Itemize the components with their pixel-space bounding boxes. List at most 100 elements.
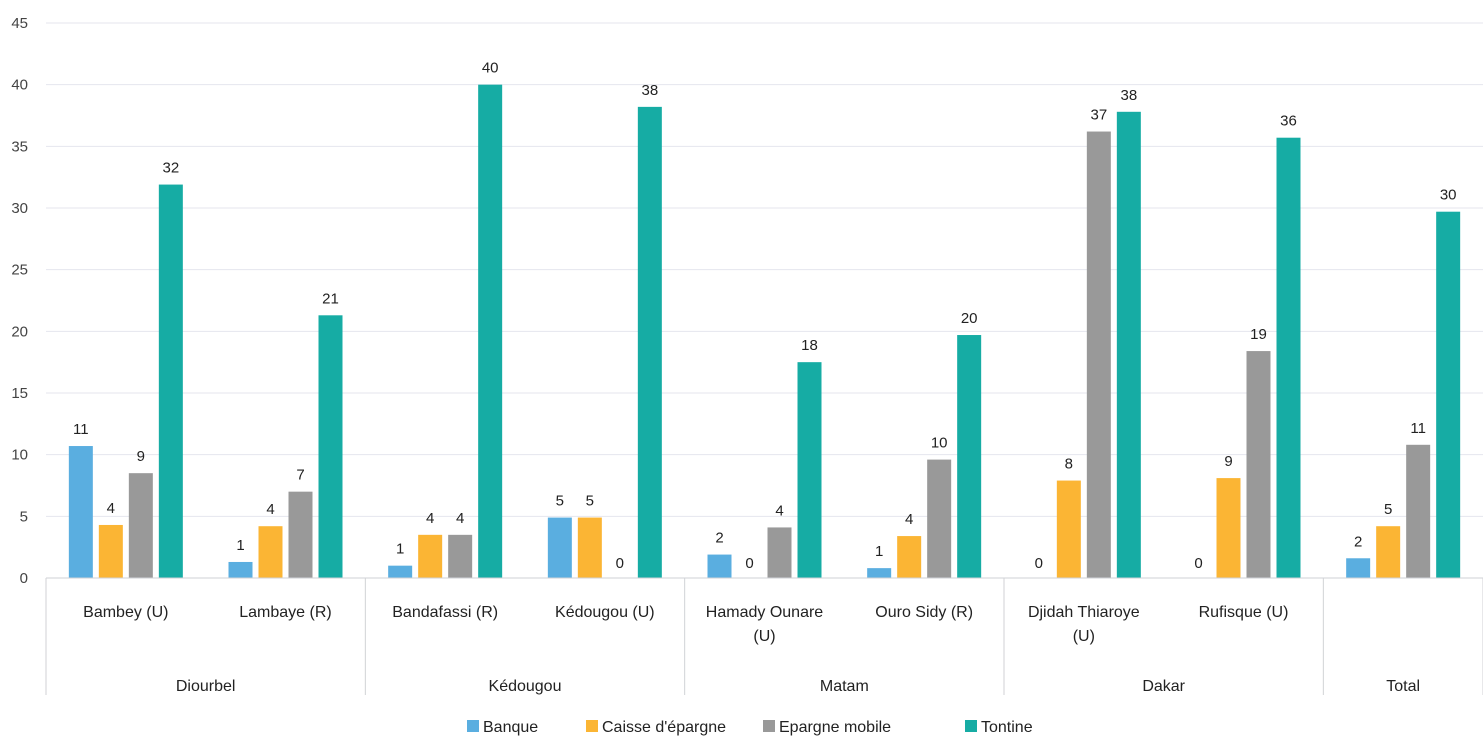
bar [1246, 351, 1271, 578]
data-label: 36 [1280, 113, 1297, 130]
y-tick-label: 35 [11, 138, 28, 155]
data-label: 9 [137, 448, 145, 465]
bar [1346, 558, 1371, 578]
data-label: 37 [1090, 107, 1107, 124]
category-label: Rufisque (U) [1199, 604, 1289, 621]
data-label: 9 [1224, 453, 1232, 470]
bar [867, 568, 892, 578]
data-label: 2 [715, 530, 723, 547]
data-label: 0 [616, 555, 624, 572]
data-label: 0 [1194, 555, 1202, 572]
data-label: 4 [266, 501, 274, 518]
x-axis: Bambey (U) Lambaye (R) Bandafassi (R) Kédou… [45, 577, 1483, 695]
data-label: 8 [1065, 456, 1073, 473]
legend-label: Epargne mobile [779, 719, 891, 736]
data-label: 7 [296, 467, 304, 484]
bar [767, 527, 792, 578]
data-label: 10 [931, 435, 948, 452]
bar [957, 335, 982, 578]
group-label: Kédougou [489, 678, 562, 695]
data-label: 0 [1035, 555, 1043, 572]
category-label: Kédougou (U) [555, 604, 655, 621]
data-label: 2 [1354, 533, 1362, 550]
data-label: 4 [426, 510, 434, 527]
legend-label: Banque [483, 719, 538, 736]
bar [1406, 444, 1431, 578]
bar [288, 491, 313, 578]
category-label: Bambey (U) [83, 604, 168, 621]
y-tick-label: 20 [11, 323, 28, 340]
group-label: Matam [820, 678, 869, 695]
bar [128, 473, 153, 578]
bar [1086, 131, 1111, 579]
y-tick-label: 0 [20, 570, 28, 587]
data-label: 19 [1250, 326, 1267, 343]
group-label: Total [1386, 678, 1420, 695]
bar [448, 534, 473, 578]
bar [1116, 111, 1141, 579]
data-label: 38 [641, 82, 658, 99]
legend-swatch [586, 720, 598, 732]
data-label: 30 [1440, 187, 1457, 204]
category-label: Ouro Sidy (R) [875, 604, 973, 621]
legend-swatch [763, 720, 775, 732]
data-label: 1 [236, 537, 244, 554]
category-label: Lambaye (R) [239, 604, 331, 621]
bar [258, 526, 283, 578]
bar [1376, 526, 1401, 578]
data-label: 1 [875, 543, 883, 560]
legend-label: Caisse d'épargne [602, 719, 726, 736]
bar [1056, 480, 1081, 578]
legend-swatch [965, 720, 977, 732]
category-label: Hamady Ounare [706, 604, 823, 621]
data-label: 0 [745, 555, 753, 572]
category-label: (U) [1073, 628, 1095, 645]
legend-label: Tontine [981, 719, 1033, 736]
bar [897, 536, 922, 578]
y-tick-label: 10 [11, 447, 28, 464]
legend-swatch [467, 720, 479, 732]
bars [68, 84, 1461, 579]
bar [797, 362, 822, 578]
y-axis-ticks: 0 5 10 15 20 25 30 35 40 45 [11, 15, 28, 587]
bar [547, 517, 572, 578]
data-label: 18 [801, 337, 818, 354]
data-label: 21 [322, 290, 339, 307]
bar [388, 565, 413, 578]
bar [1436, 211, 1461, 578]
data-label: 20 [961, 310, 978, 327]
data-label: 11 [73, 421, 89, 438]
category-label: (U) [753, 628, 775, 645]
y-tick-label: 15 [11, 385, 28, 402]
data-label: 1 [396, 541, 404, 558]
bar [478, 84, 503, 579]
bar [418, 534, 443, 578]
y-tick-label: 25 [11, 262, 28, 279]
data-label: 4 [905, 511, 913, 528]
data-label: 5 [556, 493, 564, 510]
data-label: 5 [1384, 501, 1392, 518]
bar [1216, 478, 1241, 578]
data-label: 32 [162, 160, 179, 177]
y-tick-label: 30 [11, 200, 28, 217]
bar [98, 524, 123, 578]
legend: Banque Caisse d'épargne Epargne mobile Tont… [467, 719, 1033, 736]
bar [707, 554, 732, 578]
data-label: 11 [1410, 420, 1426, 437]
data-label: 5 [586, 493, 594, 510]
category-label: Bandafassi (R) [392, 604, 498, 621]
bar [158, 184, 183, 579]
group-label: Dakar [1142, 678, 1185, 695]
gridlines [46, 22, 1483, 517]
y-tick-label: 45 [11, 15, 28, 32]
bar [1276, 137, 1301, 578]
bar [318, 315, 343, 578]
bar [68, 446, 93, 578]
data-label: 4 [456, 510, 464, 527]
category-label: Djidah Thiaroye [1028, 604, 1140, 621]
data-label: 40 [482, 60, 499, 77]
data-label: 38 [1120, 87, 1137, 104]
bar [228, 561, 253, 578]
